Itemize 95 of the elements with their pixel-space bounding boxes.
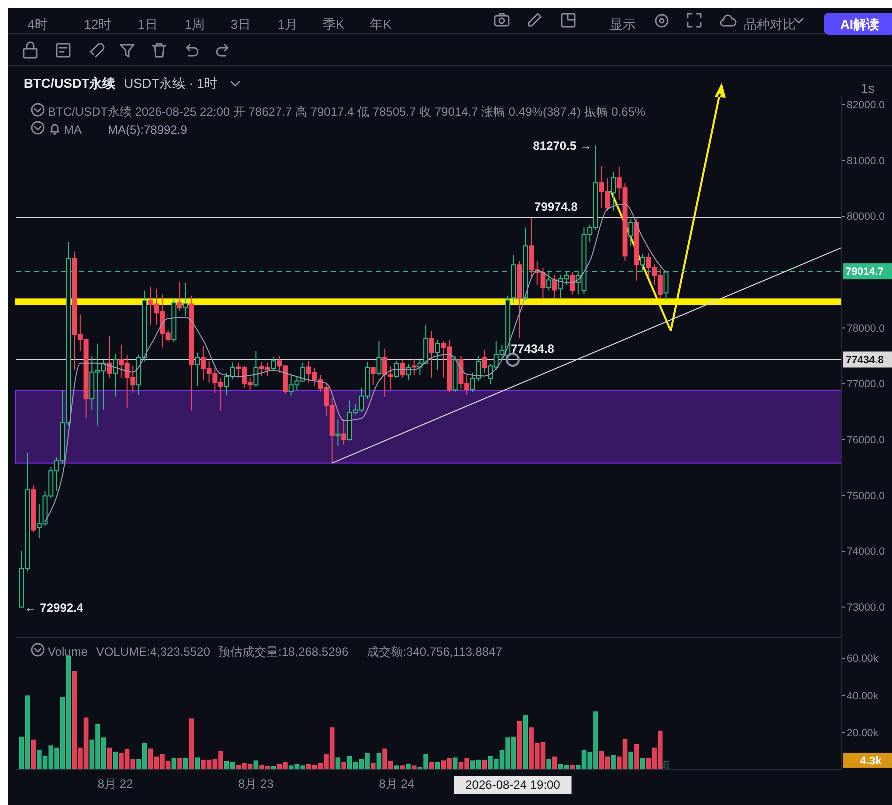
text: 3日	[230, 17, 252, 32]
text: 1月	[278, 17, 298, 32]
candlestick	[482, 349, 488, 374]
annotation: 77434.8	[511, 342, 555, 356]
bar	[254, 760, 259, 770]
text: MA(5):78992.9	[108, 123, 188, 137]
bar	[183, 758, 188, 770]
y-tick-label: 40.00k	[847, 690, 880, 702]
bar	[376, 753, 382, 770]
bar	[195, 758, 200, 770]
text: 季K	[323, 17, 346, 32]
bar	[412, 766, 417, 770]
candlestick	[400, 360, 406, 378]
text: 4.3k	[860, 755, 883, 768]
x-tick-label: 8月 24	[379, 777, 415, 791]
text: 1周	[184, 17, 206, 32]
bar	[640, 758, 646, 770]
bar	[628, 752, 634, 770]
annotation: BTC/USDT永续 2026-08-25 22:00 开 78627.7 高 79017.4 低 78505.7 收 79014.7 涨幅 0.49%(387.4) 振幅 0.65%	[48, 105, 646, 119]
annotation: MA	[64, 123, 82, 137]
bar	[107, 748, 112, 770]
y-tick-label: 73000.0	[847, 602, 886, 614]
y-tick-label: 80000.0	[847, 211, 886, 224]
candlestick	[183, 282, 188, 316]
bar	[611, 755, 616, 770]
bar	[570, 765, 575, 770]
candlestick	[429, 330, 434, 378]
annotation: 81270.5 →	[533, 138, 592, 153]
bar	[189, 718, 194, 770]
bar	[400, 766, 406, 770]
candlestick	[113, 353, 118, 398]
text: 12时	[84, 17, 112, 32]
candlestick	[336, 418, 341, 446]
bar	[113, 752, 118, 770]
candlestick	[611, 171, 616, 212]
candlestick	[370, 366, 376, 386]
text: 2026-08-24 19:00	[466, 778, 561, 792]
text: 显示	[610, 17, 636, 32]
candlestick	[435, 339, 440, 371]
bar	[336, 758, 341, 770]
annotation: Volume	[48, 645, 88, 659]
chart-title: BTC/USDT永续	[24, 76, 117, 91]
annotation: VOLUME:4,323.5520	[96, 645, 211, 659]
y-tick-label: 20.00k	[847, 728, 880, 740]
bar	[178, 758, 182, 770]
text: 1s	[861, 81, 876, 96]
annotation: 成交额:340,756,113.8847	[367, 645, 503, 659]
candlestick	[342, 418, 347, 446]
text: 1日	[138, 17, 158, 32]
x-tick-label: 8月 23	[238, 777, 274, 791]
bar	[435, 762, 440, 770]
bar	[342, 762, 346, 770]
bar	[172, 758, 177, 770]
y-tick-label: 78000.0	[847, 322, 886, 335]
text: 年K	[370, 17, 392, 32]
text: AI解读	[840, 17, 880, 32]
bar	[31, 740, 36, 770]
candlestick	[195, 352, 200, 387]
candlestick	[394, 360, 400, 378]
y-tick-label: 75000.0	[847, 490, 886, 502]
bar	[406, 764, 411, 770]
bar	[482, 760, 488, 770]
y-tick-label: 74000.0	[847, 546, 886, 558]
bar	[546, 759, 552, 770]
annotation: ← 72992.4	[24, 600, 84, 615]
ref-line-label: 77434.8	[846, 354, 884, 366]
bar	[430, 762, 434, 770]
candlestick	[376, 340, 382, 376]
annotation: 79974.8	[534, 200, 578, 214]
y-tick-label: 76000.0	[847, 434, 886, 447]
y-tick-label: 82000.0	[847, 100, 886, 112]
y-tick-label: 60.00k	[847, 653, 880, 666]
bar	[517, 721, 522, 770]
bar	[394, 766, 400, 770]
chart-subtitle: USDT永续 · 1时	[124, 76, 218, 91]
candlestick	[552, 274, 558, 299]
annotation: 预估成交量:18,268.5296	[218, 645, 349, 659]
bar	[664, 762, 669, 770]
bar	[634, 744, 640, 770]
candlestick	[107, 336, 112, 379]
text: 4时	[28, 17, 48, 32]
candlestick	[570, 272, 576, 296]
text: 品种对比	[744, 17, 796, 32]
bar	[552, 756, 558, 770]
bar	[452, 758, 458, 770]
candlestick	[254, 350, 259, 388]
bar	[523, 716, 528, 770]
y-tick-label: 77000.0	[847, 378, 886, 391]
candlestick	[412, 358, 417, 376]
x-tick-label: 8月 22	[98, 777, 134, 791]
candlestick	[628, 218, 634, 247]
ref-line-label: 79014.7	[846, 266, 884, 278]
candlestick	[178, 281, 183, 312]
candlestick	[271, 356, 276, 372]
y-tick-label: 81000.0	[847, 155, 886, 168]
